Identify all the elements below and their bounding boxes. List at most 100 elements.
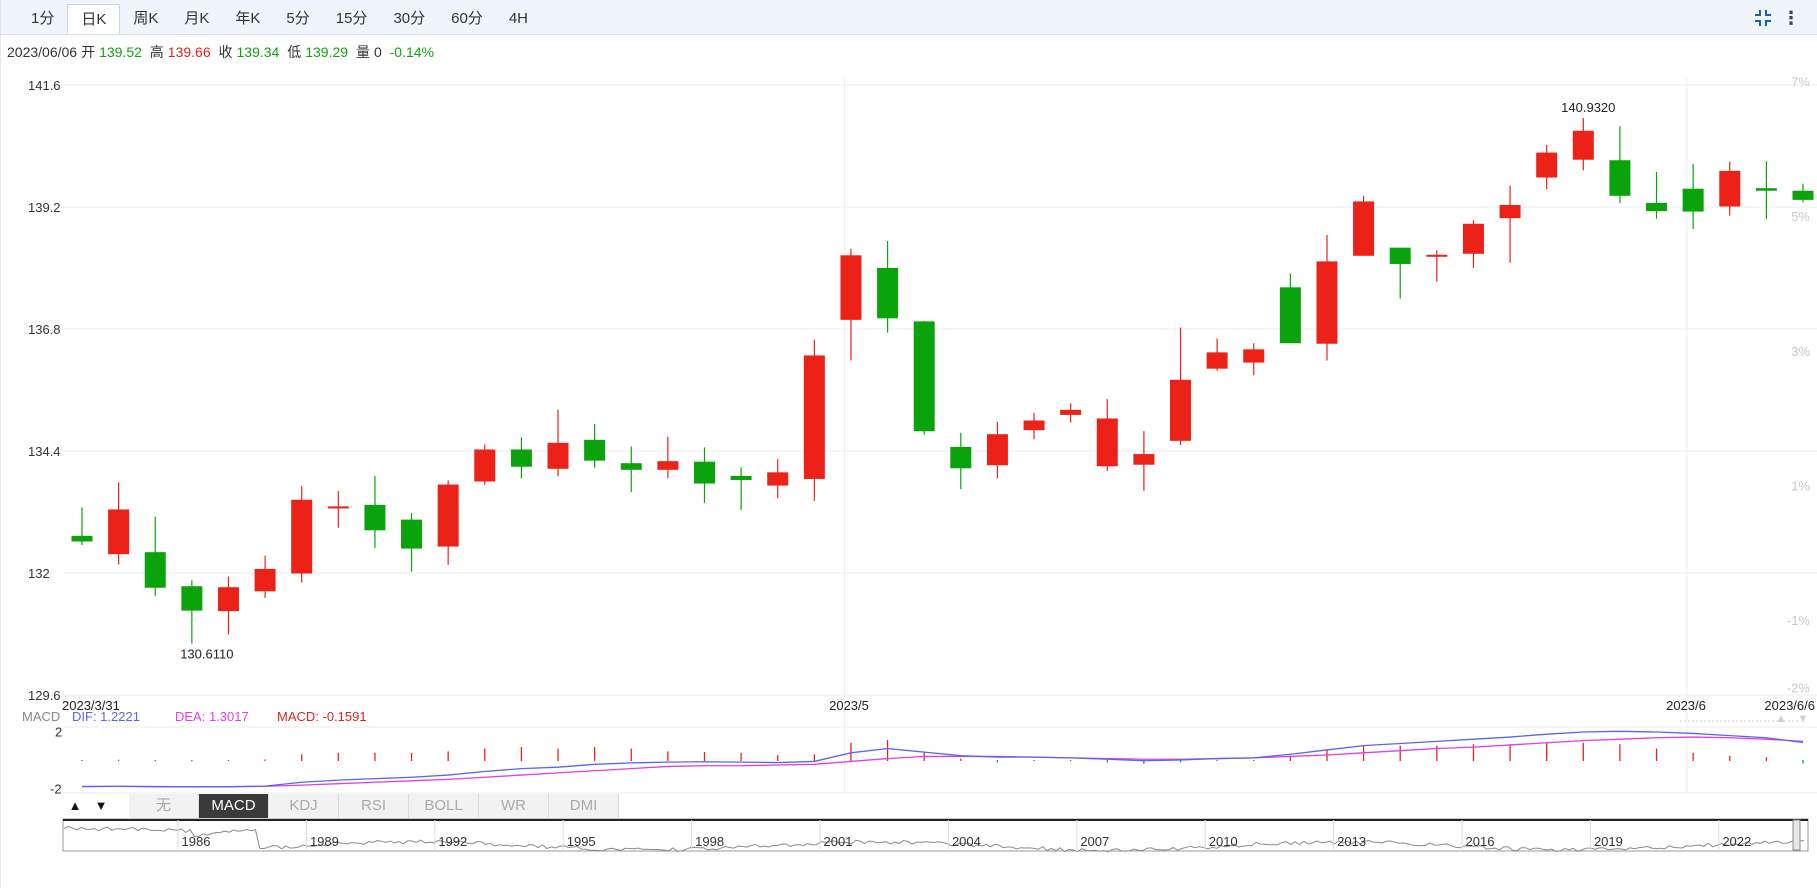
navigator-year-12: 2022 (1722, 834, 1751, 849)
x-label-0: 2023/3/31 (62, 698, 120, 713)
candle-body-13 (547, 442, 569, 469)
info-volume: 0 (373, 44, 382, 60)
candle-body-27 (1060, 409, 1082, 415)
candle-body-28 (1096, 418, 1118, 467)
candle-body-17 (693, 461, 715, 484)
info-volume-label: 量 (355, 44, 370, 60)
candle-body-1 (108, 509, 130, 555)
macd-label: MACD (22, 709, 60, 724)
tab-indicator-6[interactable]: DMI (549, 794, 619, 818)
tab-period-2[interactable]: 周K (133, 10, 159, 27)
collapse-icon[interactable] (1749, 5, 1777, 31)
tab-period-0[interactable]: 1分 (31, 10, 55, 27)
candle-body-29 (1133, 454, 1155, 465)
candle-body-5 (254, 568, 276, 592)
candle-body-24 (950, 446, 972, 469)
y-tick-label-5: 129.6 (28, 688, 61, 703)
candle-body-23 (913, 321, 935, 432)
tab-period-4[interactable]: 年K (235, 10, 261, 27)
candle-body-20 (803, 355, 825, 479)
candle-body-47 (1792, 190, 1814, 200)
candle-body-16 (657, 461, 679, 470)
macd-dea-label: DEA: 1.3017 (175, 709, 249, 724)
navigator-year-8: 2010 (1209, 834, 1238, 849)
candle-body-2 (144, 552, 166, 588)
candle-body-11 (474, 449, 496, 482)
navigator-year-9: 2013 (1337, 834, 1366, 849)
tab-indicator-1[interactable]: MACD (199, 794, 269, 818)
tab-period-6[interactable]: 15分 (335, 10, 368, 27)
navigator-year-1: 1989 (310, 834, 339, 849)
candle-body-25 (986, 434, 1008, 466)
high-annotation: 140.9320 (1561, 100, 1615, 115)
tab-indicator-3[interactable]: RSI (339, 794, 409, 818)
macd-tick-1: -2 (50, 782, 62, 797)
info-high: 139.66 (167, 44, 211, 60)
candle-body-39 (1499, 204, 1521, 219)
tab-indicator-5[interactable]: WR (479, 794, 549, 818)
candle-body-15 (620, 463, 642, 470)
navigator-handle (1792, 819, 1801, 851)
y-tick-label-1: 139.2 (28, 200, 61, 215)
y-tick-label-0: 141.6 (28, 78, 61, 93)
candle-body-30 (1170, 379, 1192, 441)
tab-indicator-0[interactable]: 无 (129, 794, 199, 818)
pct-tick-label-4: -1% (1787, 613, 1811, 628)
pct-tick-label-3: 1% (1791, 478, 1810, 493)
candle-body-3 (181, 586, 203, 611)
candle-body-12 (510, 449, 532, 467)
navigator-year-5: 2001 (824, 834, 853, 849)
candle-body-42 (1609, 160, 1631, 196)
nav-down-arrow-icon[interactable]: ▼ (94, 798, 108, 813)
x-label-2: 2023/6 (1666, 698, 1706, 713)
candle-body-21 (840, 255, 862, 320)
info-high-label: 高 (149, 44, 164, 60)
candle-body-7 (327, 506, 349, 509)
navigator-year-11: 2019 (1594, 834, 1623, 849)
tab-indicator-4[interactable]: BOLL (409, 794, 479, 818)
candle-body-31 (1206, 352, 1228, 369)
candle-body-37 (1426, 254, 1448, 257)
candle-body-44 (1682, 188, 1704, 212)
y-tick-label-4: 132 (28, 566, 50, 581)
low-annotation: 130.6110 (180, 647, 233, 662)
info-open-label: 开 (81, 44, 96, 60)
navigator-year-7: 2007 (1080, 834, 1109, 849)
candle-body-35 (1353, 201, 1375, 256)
candle-body-36 (1389, 247, 1411, 264)
indicator-tabs: 无 MACD KDJ RSI BOLL WR DMI (129, 794, 619, 818)
candle-body-26 (1023, 420, 1045, 431)
candle-body-33 (1279, 287, 1301, 344)
tab-period-7[interactable]: 30分 (393, 10, 426, 27)
navigator-year-6: 2004 (952, 834, 981, 849)
more-vert-icon[interactable]: ⋮ (1782, 7, 1800, 28)
navigator-year-0: 1986 (182, 834, 211, 849)
toolbar-icons: ⋮ (1749, 5, 1805, 31)
macd-dif-line (81, 730, 1804, 788)
tab-period-8[interactable]: 60分 (451, 10, 483, 27)
candle-body-6 (291, 499, 313, 574)
tab-period-9[interactable]: 4H (508, 10, 528, 27)
candle-body-32 (1243, 349, 1265, 363)
x-label-3: 2023/6/6 (1764, 698, 1815, 713)
macd-dea-line (81, 736, 1804, 788)
candle-body-18 (730, 475, 752, 480)
scroll-down-icon: ▼ (1798, 713, 1809, 725)
tab-period-1[interactable]: 日K (67, 4, 121, 34)
candle-body-34 (1316, 261, 1338, 344)
candle-body-4 (217, 587, 239, 612)
candle-body-22 (877, 268, 899, 319)
tab-period-5[interactable]: 5分 (286, 10, 310, 27)
info-close: 139.34 (236, 44, 280, 60)
period-toolbar: 1分 日K 周K 月K 年K 5分 15分 30分 60分 4H ⋮ (0, 0, 1817, 35)
candle-body-43 (1646, 202, 1668, 212)
candle-body-19 (767, 472, 789, 486)
info-date: 2023/06/06 (7, 44, 78, 60)
info-open: 139.52 (99, 44, 142, 60)
nav-up-arrow-icon[interactable]: ▲ (68, 798, 82, 813)
tab-period-3[interactable]: 月K (184, 10, 210, 27)
tab-indicator-2[interactable]: KDJ (269, 794, 339, 818)
candle-body-38 (1462, 223, 1484, 254)
pct-tick-label-2: 3% (1791, 344, 1810, 359)
